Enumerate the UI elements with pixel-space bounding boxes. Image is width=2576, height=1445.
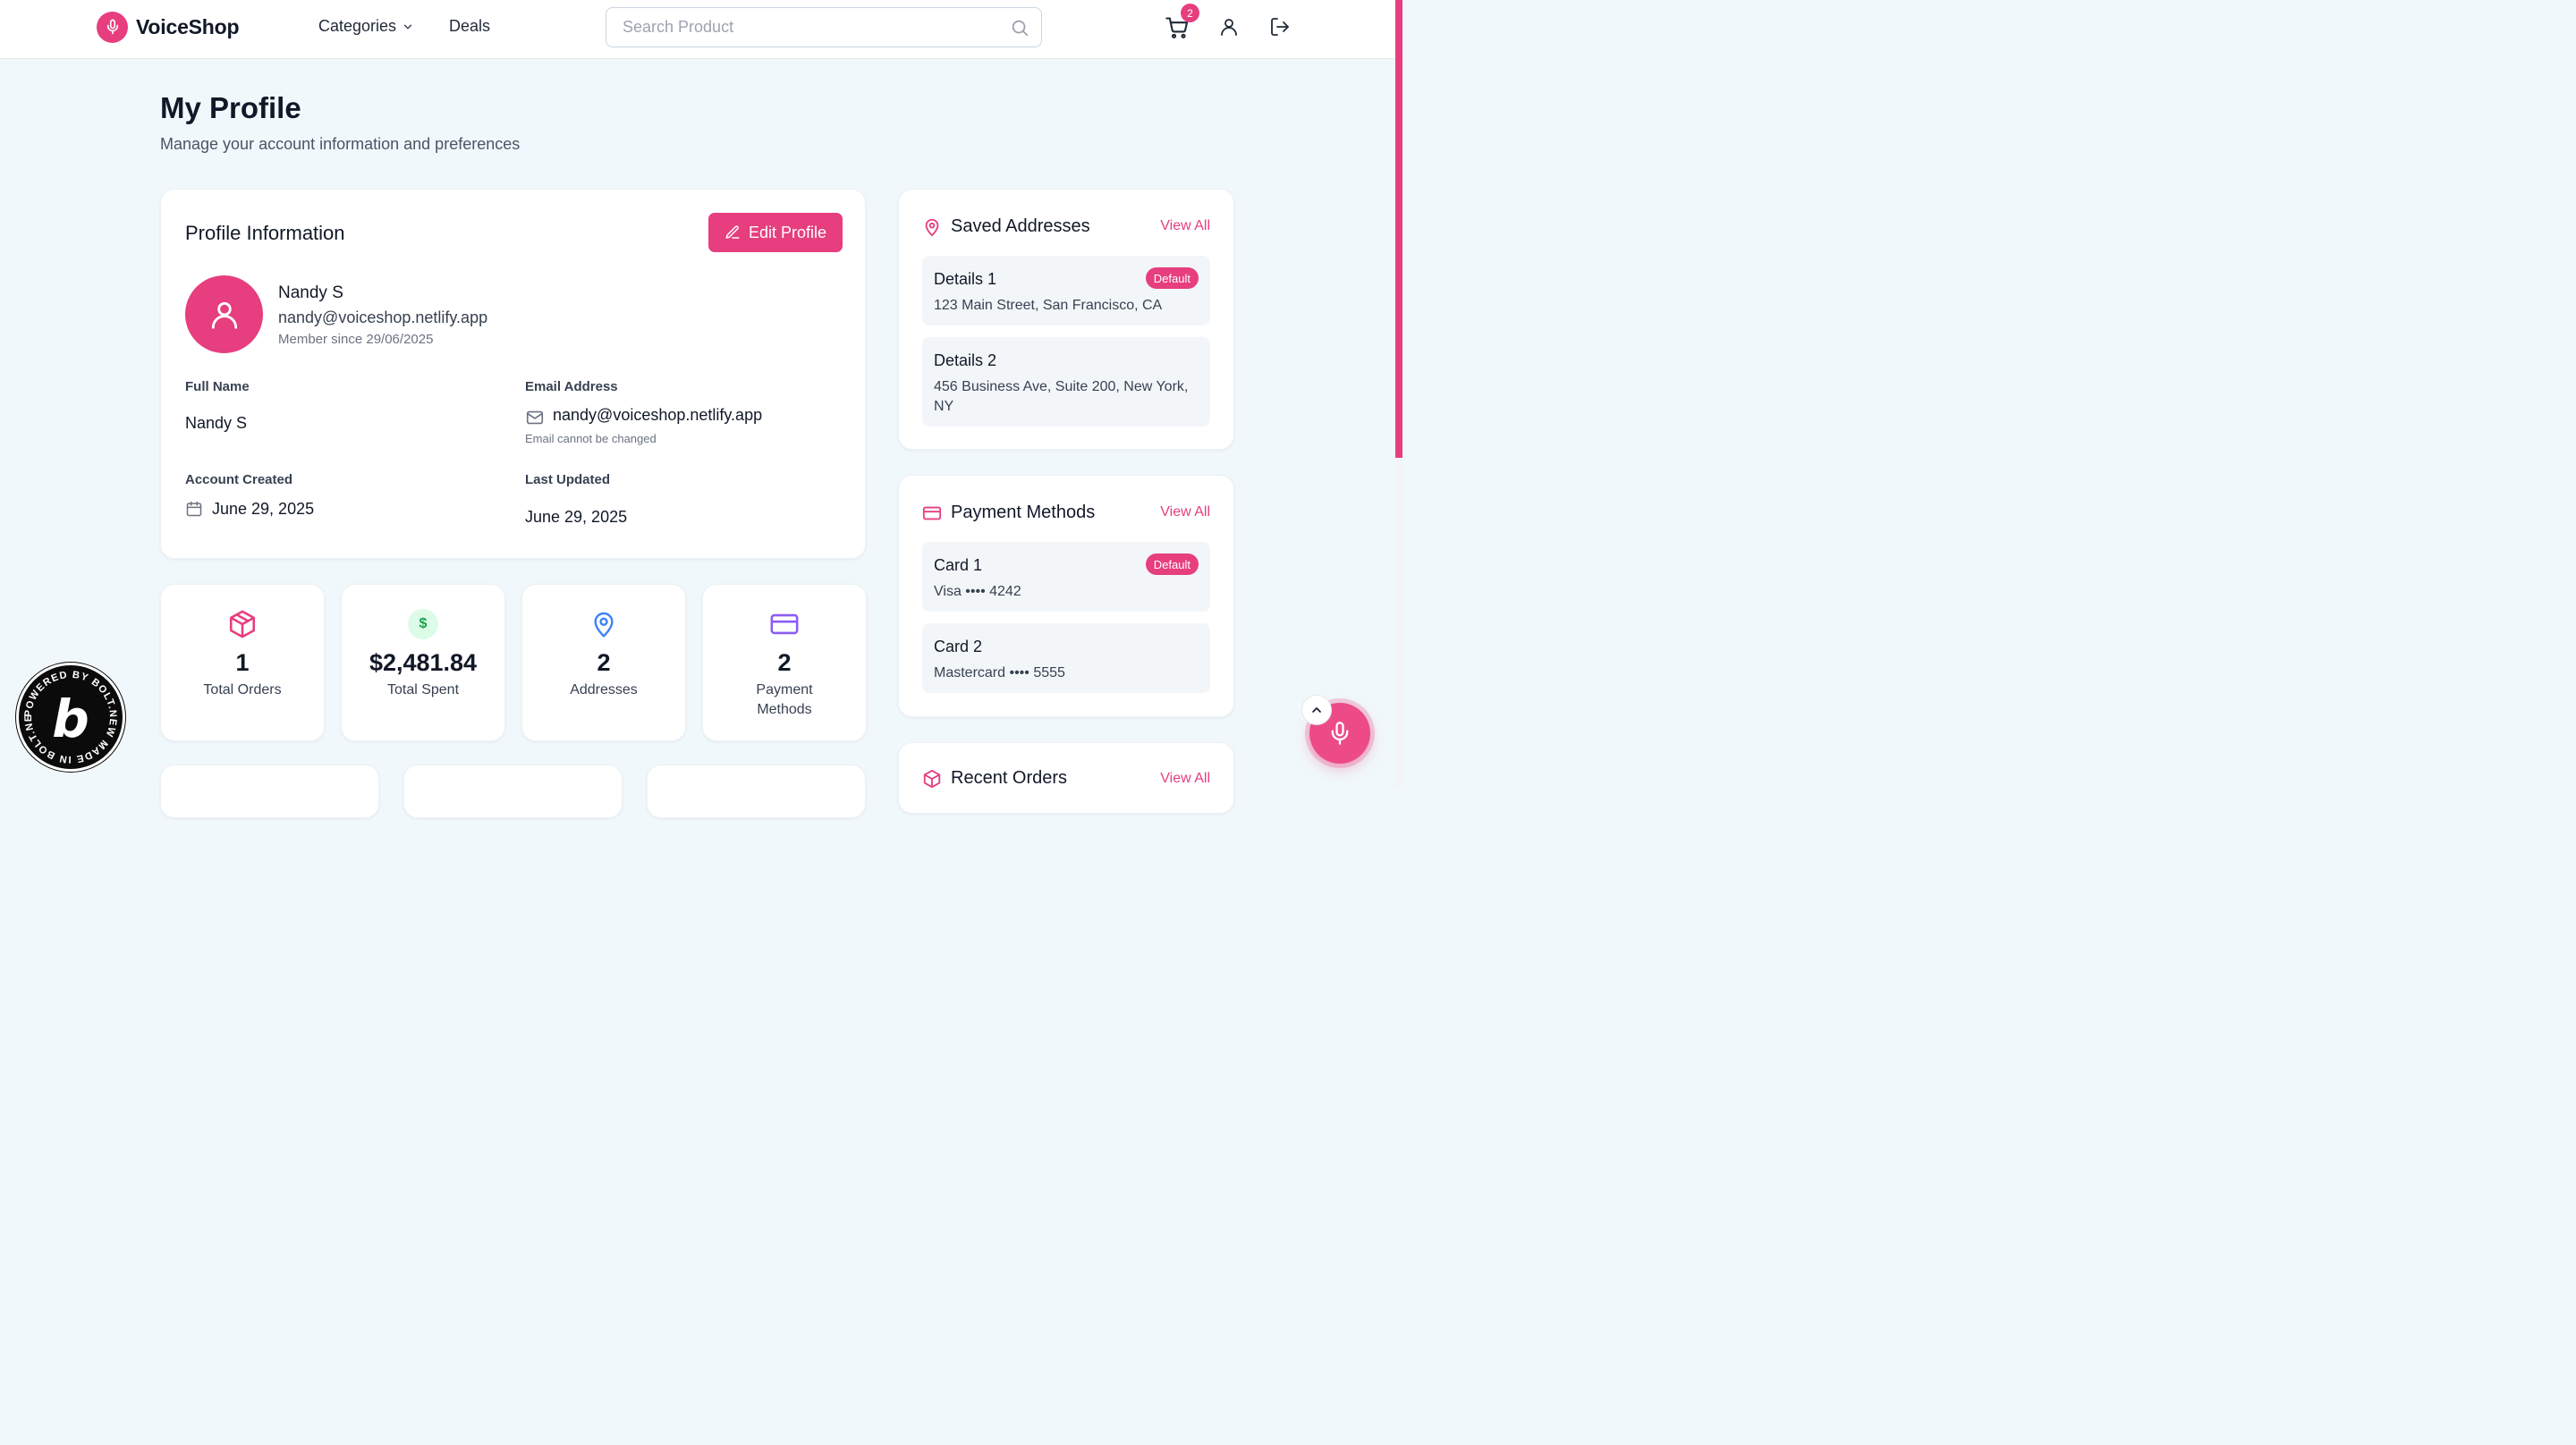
card-number: Mastercard •••• 5555 [934,665,1065,680]
card-title: Card 2 [934,638,983,655]
orders-view-all-link[interactable]: View All [1160,771,1210,786]
saved-addresses-title: Saved Addresses [951,216,1090,236]
user-name: Nandy S [278,283,343,302]
email-address-label: Email Address [525,379,618,394]
logout-icon[interactable] [1269,16,1291,38]
search-box [606,7,1042,47]
voice-assistant-button[interactable] [1309,703,1370,764]
microphone-icon [1327,720,1352,747]
map-pin-icon [922,217,942,237]
bottom-card [403,765,623,818]
edit-profile-button[interactable]: Edit Profile [708,213,843,252]
recent-orders-title: Recent Orders [951,768,1068,788]
user-avatar-icon [208,298,242,332]
brand-name: VoiceShop [136,14,240,38]
default-badge: Default [1145,267,1199,289]
box-icon [922,769,942,789]
address-title: Details 1 [934,270,997,288]
stat-label: Addresses [570,682,638,697]
last-updated-value: June 29, 2025 [525,508,628,526]
stat-value: 1 [235,649,250,676]
user-email: nandy@voiceshop.netlify.app [278,308,488,326]
stat-label: Total Spent [386,682,460,697]
payments-view-all-link[interactable]: View All [1160,504,1210,520]
stat-label: Total Orders [203,682,282,697]
credit-card-icon [769,609,800,639]
deals-link[interactable]: Deals [449,17,491,35]
page-subtitle: Manage your account information and pref… [160,135,521,153]
bottom-card [160,765,379,818]
microphone-logo-icon [97,11,128,43]
search-input[interactable] [606,8,1000,46]
recent-orders-header: Recent Orders [922,768,1067,789]
brand-logo[interactable]: VoiceShop [97,11,240,43]
payment-methods-card: Payment Methods View All Card 1 Default … [898,475,1234,717]
stat-value: $2,481.84 [369,649,478,676]
dollar-icon: $ [408,609,438,639]
stat-value: 2 [597,649,611,676]
full-name-value: Nandy S [185,414,248,432]
page-title: My Profile [160,91,301,124]
calendar-icon [185,500,203,518]
stat-payment-methods: 2 Payment Methods [702,584,867,741]
card-title: Card 1 [934,556,983,574]
user-icon[interactable] [1218,16,1240,38]
categories-menu[interactable]: Categories [318,17,414,36]
card-number: Visa •••• 4242 [934,584,1021,599]
stat-total-spent: $ $2,481.84 Total Spent [341,584,505,741]
powered-by-bolt-badge[interactable]: POWERED BY BOLT.NEW MADE IN BOLT.NEW b [16,663,125,772]
bottom-card [647,765,866,818]
pencil-icon [724,224,741,241]
scroll-to-top-button[interactable] [1301,695,1332,725]
mail-icon [525,408,545,427]
account-created-label: Account Created [185,472,293,487]
categories-label: Categories [318,17,397,35]
bolt-letter: b [52,689,89,749]
stat-addresses: 2 Addresses [521,584,686,741]
search-icon[interactable] [1010,18,1030,38]
saved-addresses-header: Saved Addresses [922,216,1090,237]
email-note: Email cannot be changed [525,432,657,445]
stat-value: 2 [777,649,792,676]
payment-methods-title: Payment Methods [951,503,1096,522]
box-icon [227,609,258,639]
bolt-logo-icon: POWERED BY BOLT.NEW MADE IN BOLT.NEW b [19,665,117,765]
avatar [185,275,263,353]
top-navbar: VoiceShop Categories Deals 2 [0,0,1395,59]
map-pin-icon [589,609,618,639]
cart-count-badge: 2 [1181,4,1199,22]
address-item[interactable]: Details 2 456 Business Ave, Suite 200, N… [922,337,1210,427]
page-scrollbar[interactable] [1395,0,1402,787]
full-name-label: Full Name [185,379,250,394]
chevron-up-icon [1309,703,1324,717]
address-text: 456 Business Ave, Suite 200, New York, N… [934,379,1189,414]
scrollbar-thumb[interactable] [1395,0,1402,458]
member-since: Member since 29/06/2025 [278,332,434,347]
edit-profile-label: Edit Profile [748,223,827,241]
profile-information-card: Profile Information Edit Profile Nandy S… [160,189,866,559]
chevron-down-icon [402,21,414,33]
address-item[interactable]: Details 1 Default 123 Main Street, San F… [922,256,1210,325]
stat-label: Payment Methods [756,682,813,717]
account-created-value: June 29, 2025 [212,500,315,518]
payment-methods-header: Payment Methods [922,503,1095,523]
last-updated-label: Last Updated [525,472,611,487]
payment-item[interactable]: Card 2 Mastercard •••• 5555 [922,623,1210,693]
recent-orders-card: Recent Orders View All [898,742,1234,814]
cart-icon[interactable] [1165,15,1190,40]
saved-addresses-card: Saved Addresses View All Details 1 Defau… [898,189,1234,450]
stat-total-orders: 1 Total Orders [160,584,325,741]
credit-card-icon [922,503,942,523]
addresses-view-all-link[interactable]: View All [1160,218,1210,233]
default-badge: Default [1145,553,1199,575]
email-address-value: nandy@voiceshop.netlify.app [553,406,763,424]
address-text: 123 Main Street, San Francisco, CA [934,298,1163,313]
profile-section-title: Profile Information [185,222,345,244]
address-title: Details 2 [934,351,997,369]
payment-item[interactable]: Card 1 Default Visa •••• 4242 [922,542,1210,612]
